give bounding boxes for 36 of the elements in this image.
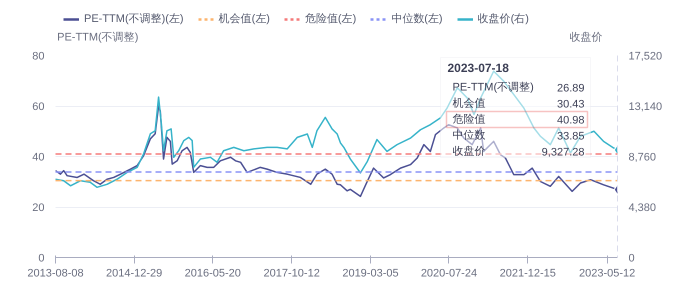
annotation: 收盘价 [452, 146, 486, 158]
annotation: 33.85 [556, 130, 585, 142]
annotation: 机会值 [452, 98, 486, 110]
y2-tick-label: 17,520 [628, 50, 662, 62]
x-tick-label: 2019-03-05 [342, 268, 399, 280]
y2-tick-label: 13,140 [628, 101, 662, 113]
y-axis-title: PE-TTM(不调整) [57, 32, 138, 44]
annotation: 30.43 [556, 98, 585, 110]
annotation: 26.89 [556, 82, 585, 94]
y-tick-label: 80 [32, 50, 45, 62]
y-tick-label: 0 [38, 252, 45, 264]
annotation: PE-TTM(不调整) [452, 82, 534, 94]
legend-label: 危险值(左) [304, 12, 356, 26]
y2-tick-label: 8,760 [628, 152, 656, 164]
x-tick-label: 2023-05-12 [578, 268, 636, 280]
annotation: 40.98 [556, 114, 585, 126]
annotation: 危险值 [452, 114, 486, 126]
x-tick-label: 2017-10-12 [264, 268, 320, 280]
legend-label: 机会值(左) [218, 12, 270, 26]
x-tick-label: 2020-07-24 [420, 268, 478, 280]
legend-label: PE-TTM(不调整)(左) [84, 12, 184, 26]
y2-tick-label: 0 [628, 252, 635, 264]
annotation: 9,327.28 [542, 146, 585, 158]
y2-axis-title: 收盘价 [569, 32, 602, 44]
y-tick-label: 60 [32, 101, 45, 113]
x-tick-label: 2021-12-15 [500, 268, 556, 280]
y-tick-label: 40 [32, 152, 45, 164]
y-tick-label: 20 [32, 202, 45, 214]
y2-tick-label: 4,380 [628, 202, 656, 214]
x-tick-label: 2016-05-20 [184, 268, 241, 280]
x-tick-label: 2014-12-29 [106, 268, 162, 280]
legend-label: 收盘价(右) [478, 12, 529, 26]
legend-label: 中位数(左) [391, 12, 443, 26]
annotation: 2023-07-18 [448, 61, 510, 75]
annotation: 中位数 [452, 128, 486, 142]
x-tick-label: 2013-08-08 [27, 268, 84, 280]
